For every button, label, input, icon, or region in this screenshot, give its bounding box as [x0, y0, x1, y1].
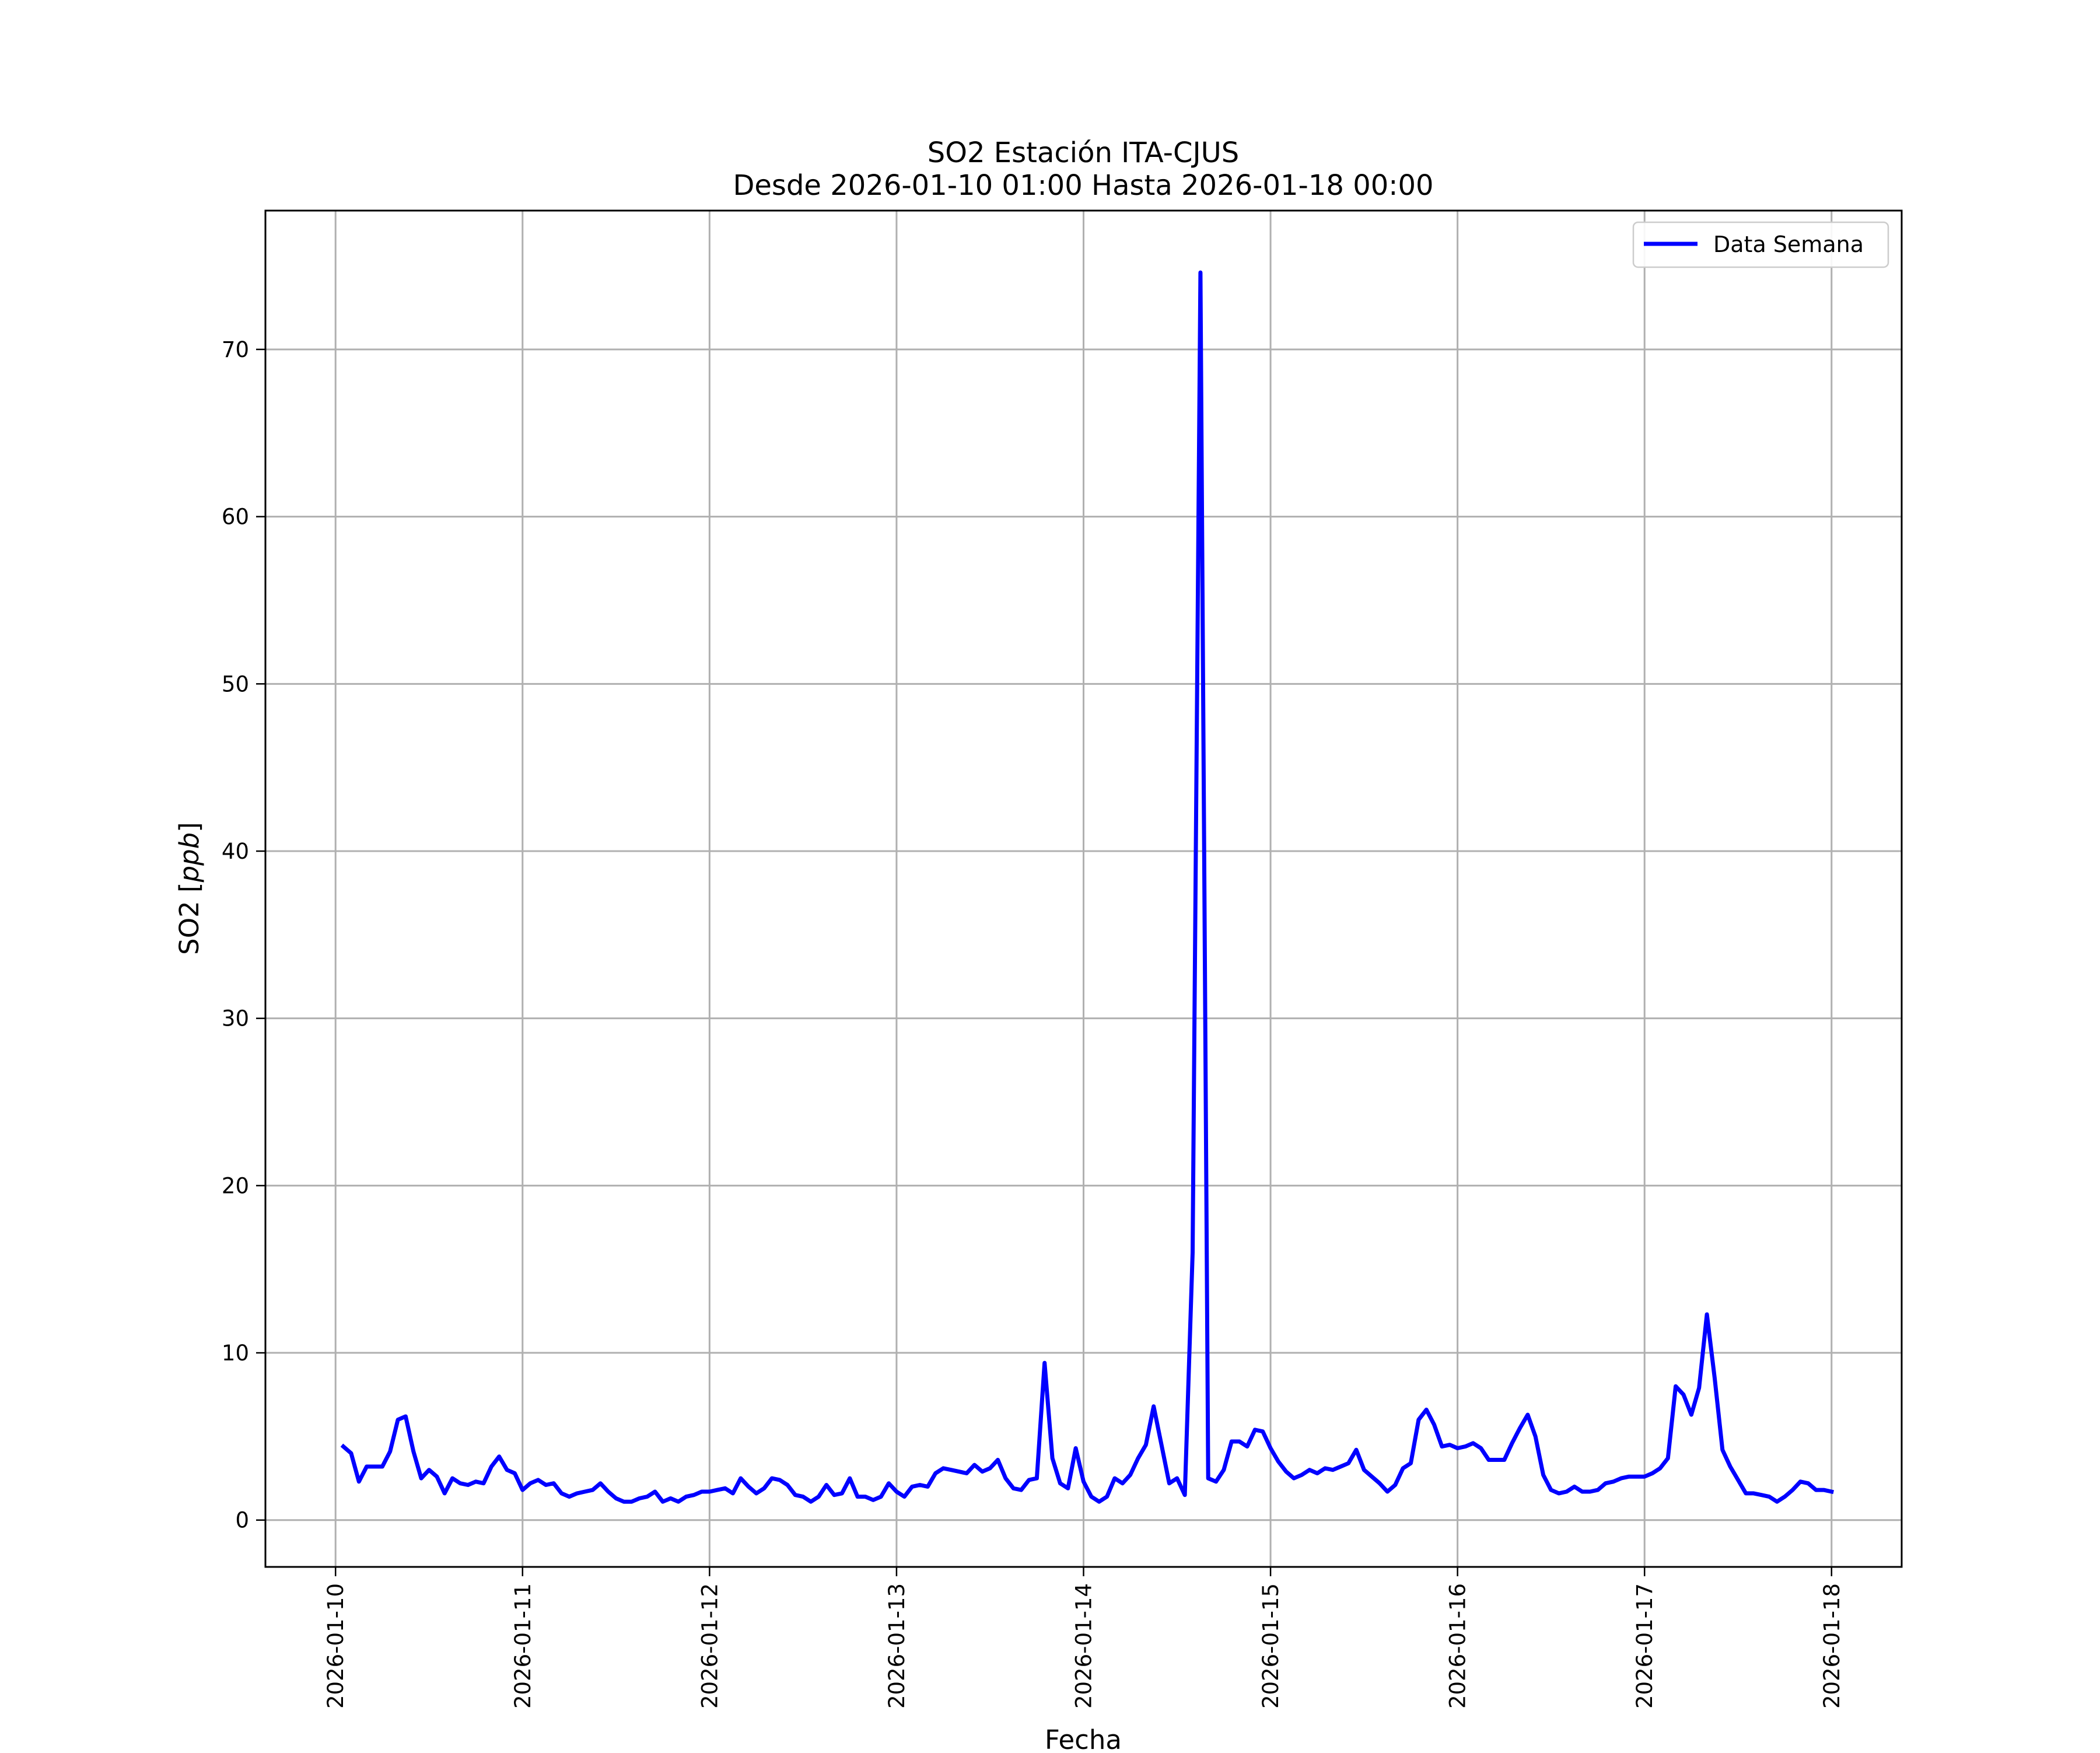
- y-axis-label-unit: ppb: [174, 832, 205, 883]
- y-tick-label: 0: [235, 1508, 249, 1533]
- y-axis-ticks: 0 10 20 30 40 50 60 70: [222, 337, 265, 1533]
- legend-box: [1632, 221, 1889, 268]
- x-tick-label: 2026-01-17: [1632, 1583, 1657, 1709]
- legend: Data Semana: [1632, 221, 1889, 268]
- x-tick-label: 2026-01-16: [1446, 1583, 1471, 1709]
- x-tick-label: 2026-01-15: [1258, 1583, 1283, 1709]
- y-axis-label-suffix: ]: [174, 822, 205, 832]
- chart-title: SO2 Estación ITA-CJUS: [928, 137, 1240, 169]
- x-axis-ticks: 2026-01-10 2026-01-11 2026-01-12 2026-01-13…: [323, 1567, 1845, 1709]
- series-layer: [340, 270, 1834, 1504]
- x-axis-label: Fecha: [1045, 1724, 1122, 1750]
- x-tick-label: 2026-01-13: [884, 1583, 909, 1709]
- chart-subtitle: Desde 2026-01-10 01:00 Hasta 2026-01-18 …: [733, 169, 1433, 202]
- x-tick-label: 2026-01-12: [697, 1583, 722, 1709]
- x-tick-label: 2026-01-18: [1819, 1583, 1845, 1709]
- y-axis-label-prefix: SO2 [: [174, 882, 205, 954]
- grid: [265, 211, 1902, 1567]
- y-tick-label: 70: [222, 337, 249, 362]
- x-tick-label: 2026-01-10: [323, 1583, 348, 1709]
- y-tick-label: 60: [222, 505, 249, 530]
- x-tick-label: 2026-01-11: [510, 1583, 536, 1709]
- y-tick-label: 40: [222, 839, 249, 864]
- y-axis-label: SO2 [ppb]: [174, 822, 205, 955]
- legend-label: Data Semana: [1713, 232, 1864, 257]
- y-tick-label: 30: [222, 1006, 249, 1031]
- series-line-data-semana: [340, 270, 1834, 1504]
- y-tick-label: 10: [222, 1341, 249, 1366]
- y-tick-label: 50: [222, 671, 249, 697]
- x-tick-label: 2026-01-14: [1072, 1583, 1097, 1709]
- y-tick-label: 20: [222, 1173, 249, 1198]
